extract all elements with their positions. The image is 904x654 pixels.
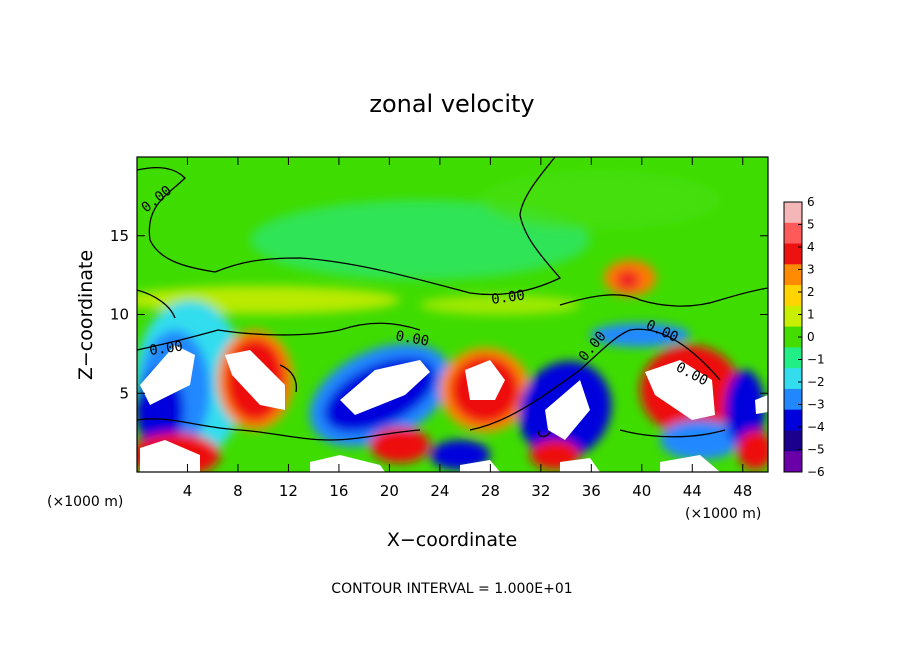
contour-label: 0.00 — [394, 328, 430, 350]
colorbar: 6 5 4 3 2 1 0 −1 −2 −3 −4 −5 −6 — [783, 195, 825, 479]
contour-label: 0.00 — [490, 287, 526, 308]
x-tick-label: 8 — [233, 482, 243, 500]
colorbar-tick-label: −2 — [807, 375, 825, 389]
y-axis-unit: (×1000 m) — [47, 494, 123, 510]
y-tick-label: 10 — [110, 306, 129, 324]
x-tick-label: 36 — [582, 482, 601, 500]
contour-interval-footer: CONTOUR INTERVAL = 1.000E+01 — [331, 581, 572, 597]
colorbar-tick-label: −5 — [807, 443, 825, 457]
colorbar-swatch — [784, 409, 802, 431]
x-axis-unit: (×1000 m) — [685, 506, 761, 522]
x-tick-label: 40 — [632, 482, 651, 500]
x-tick-label: 12 — [279, 482, 298, 500]
colorbar-swatch — [784, 264, 802, 286]
y-tick-label: 5 — [119, 384, 129, 402]
colorbar-tick-label: −4 — [807, 420, 825, 434]
colorbar-swatch — [784, 430, 802, 452]
colorbar-tick-label: −3 — [807, 398, 825, 412]
chart-title: zonal velocity — [369, 90, 534, 118]
colorbar-tick-label: 5 — [807, 218, 815, 232]
colorbar-tick-label: 3 — [807, 263, 815, 277]
x-tick-label: 48 — [733, 482, 752, 500]
colorbar-swatch — [784, 368, 802, 390]
contour-label: 0.00 — [148, 338, 184, 359]
x-axis: 4 8 12 16 20 24 28 32 36 40 44 48 — [183, 157, 752, 500]
colorbar-swatch — [784, 285, 802, 307]
colorbar-swatch — [784, 305, 802, 328]
y-tick-label: 15 — [110, 227, 129, 245]
plot-area: 0.00 0.00 0.00 0.00 0.00 0.00 0.00 — [137, 157, 768, 472]
colorbar-swatch — [784, 451, 802, 473]
x-tick-label: 20 — [380, 482, 399, 500]
y-axis-label: Z−coordinate — [75, 250, 97, 380]
x-tick-label: 24 — [430, 482, 449, 500]
colorbar-tick-label: 0 — [807, 330, 815, 344]
colorbar-swatch — [784, 326, 802, 348]
colorbar-tick-label: 1 — [807, 308, 815, 322]
x-axis-label: X−coordinate — [387, 529, 517, 551]
colorbar-swatch — [784, 243, 802, 265]
x-tick-label: 4 — [183, 482, 193, 500]
colorbar-tick-label: 6 — [807, 195, 815, 209]
x-tick-label: 16 — [329, 482, 348, 500]
colorbar-swatch — [784, 222, 802, 245]
colorbar-swatch — [784, 347, 802, 369]
colorbar-tick-label: 2 — [807, 285, 815, 299]
colorbar-tick-label: −1 — [807, 353, 825, 367]
x-tick-label: 32 — [531, 482, 550, 500]
colorbar-swatch — [784, 388, 802, 411]
y-axis: 5 10 15 — [110, 227, 768, 402]
colorbar-swatch — [784, 202, 802, 224]
x-tick-label: 44 — [683, 482, 702, 500]
x-tick-label: 28 — [481, 482, 500, 500]
colorbar-tick-label: 4 — [807, 240, 815, 254]
colorbar-tick-label: −6 — [807, 465, 825, 479]
